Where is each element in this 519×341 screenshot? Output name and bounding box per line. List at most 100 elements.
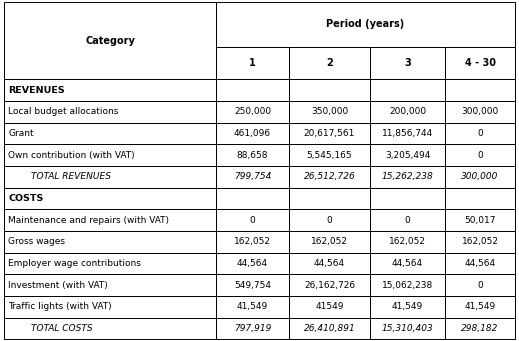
Bar [445, 123, 515, 144]
Bar [4, 123, 216, 144]
Text: 0: 0 [405, 216, 411, 225]
Text: 41549: 41549 [315, 302, 344, 311]
Bar [4, 296, 216, 317]
Bar [216, 47, 289, 79]
Text: 41,549: 41,549 [237, 302, 268, 311]
Text: 1: 1 [249, 58, 256, 68]
Bar [445, 296, 515, 317]
Text: 162,052: 162,052 [389, 237, 426, 246]
Bar [289, 209, 370, 231]
Bar [370, 47, 445, 79]
Bar [289, 231, 370, 253]
Bar [216, 274, 289, 296]
Bar [289, 101, 370, 123]
Bar [370, 123, 445, 144]
Text: Traffic lights (with VAT): Traffic lights (with VAT) [8, 302, 112, 311]
Bar [289, 188, 370, 209]
Bar [289, 123, 370, 144]
Text: 797,919: 797,919 [234, 324, 271, 333]
Text: Maintenance and repairs (with VAT): Maintenance and repairs (with VAT) [8, 216, 169, 225]
Text: TOTAL COSTS: TOTAL COSTS [8, 324, 93, 333]
Text: REVENUES: REVENUES [8, 86, 65, 95]
Text: 15,262,238: 15,262,238 [382, 172, 433, 181]
Text: Investment (with VAT): Investment (with VAT) [8, 281, 108, 290]
Bar [445, 101, 515, 123]
Bar [289, 296, 370, 317]
Bar [445, 274, 515, 296]
Text: 3: 3 [404, 58, 411, 68]
Text: 461,096: 461,096 [234, 129, 271, 138]
Text: 20,617,561: 20,617,561 [304, 129, 355, 138]
Text: 250,000: 250,000 [234, 107, 271, 116]
Text: 41,549: 41,549 [465, 302, 496, 311]
Text: 549,754: 549,754 [234, 281, 271, 290]
Bar [289, 166, 370, 188]
Bar [4, 101, 216, 123]
Bar [289, 47, 370, 79]
Bar [445, 79, 515, 101]
Text: 50,017: 50,017 [465, 216, 496, 225]
Bar [4, 317, 216, 339]
Bar [289, 274, 370, 296]
Text: Own contribution (with VAT): Own contribution (with VAT) [8, 151, 135, 160]
Bar [4, 231, 216, 253]
Bar [370, 79, 445, 101]
Bar [445, 166, 515, 188]
Text: 44,564: 44,564 [314, 259, 345, 268]
Text: Grant: Grant [8, 129, 34, 138]
Text: 0: 0 [326, 216, 332, 225]
Text: 300,000: 300,000 [461, 107, 499, 116]
Bar [216, 231, 289, 253]
Text: Employer wage contributions: Employer wage contributions [8, 259, 141, 268]
Text: TOTAL REVENUES: TOTAL REVENUES [8, 172, 111, 181]
Text: 0: 0 [477, 129, 483, 138]
Text: 15,062,238: 15,062,238 [382, 281, 433, 290]
Bar [4, 2, 216, 79]
Bar [216, 101, 289, 123]
Text: 0: 0 [477, 281, 483, 290]
Bar [445, 188, 515, 209]
Bar [289, 79, 370, 101]
Bar [4, 79, 216, 101]
Text: Category: Category [85, 35, 135, 46]
Bar [289, 317, 370, 339]
Text: Local budget allocations: Local budget allocations [8, 107, 119, 116]
Bar [370, 317, 445, 339]
Bar [216, 123, 289, 144]
Text: 26,162,726: 26,162,726 [304, 281, 355, 290]
Bar [4, 274, 216, 296]
Bar [445, 144, 515, 166]
Bar [289, 144, 370, 166]
Bar [216, 2, 515, 47]
Text: 3,205,494: 3,205,494 [385, 151, 430, 160]
Text: 5,545,165: 5,545,165 [307, 151, 352, 160]
Bar [370, 274, 445, 296]
Bar [4, 253, 216, 274]
Text: 162,052: 162,052 [461, 237, 499, 246]
Bar [445, 231, 515, 253]
Text: 41,549: 41,549 [392, 302, 423, 311]
Text: 44,564: 44,564 [465, 259, 496, 268]
Bar [370, 296, 445, 317]
Bar [4, 209, 216, 231]
Text: 350,000: 350,000 [311, 107, 348, 116]
Text: 300,000: 300,000 [461, 172, 499, 181]
Text: 4 - 30: 4 - 30 [465, 58, 496, 68]
Bar [370, 166, 445, 188]
Bar [4, 166, 216, 188]
Text: 0: 0 [250, 216, 255, 225]
Text: 26,410,891: 26,410,891 [304, 324, 356, 333]
Bar [370, 144, 445, 166]
Text: COSTS: COSTS [8, 194, 44, 203]
Bar [370, 231, 445, 253]
Bar [216, 317, 289, 339]
Bar [216, 296, 289, 317]
Bar [445, 47, 515, 79]
Text: 26,512,726: 26,512,726 [304, 172, 356, 181]
Bar [216, 188, 289, 209]
Bar [216, 144, 289, 166]
Text: Gross wages: Gross wages [8, 237, 65, 246]
Text: 11,856,744: 11,856,744 [382, 129, 433, 138]
Text: 0: 0 [477, 151, 483, 160]
Bar [4, 144, 216, 166]
